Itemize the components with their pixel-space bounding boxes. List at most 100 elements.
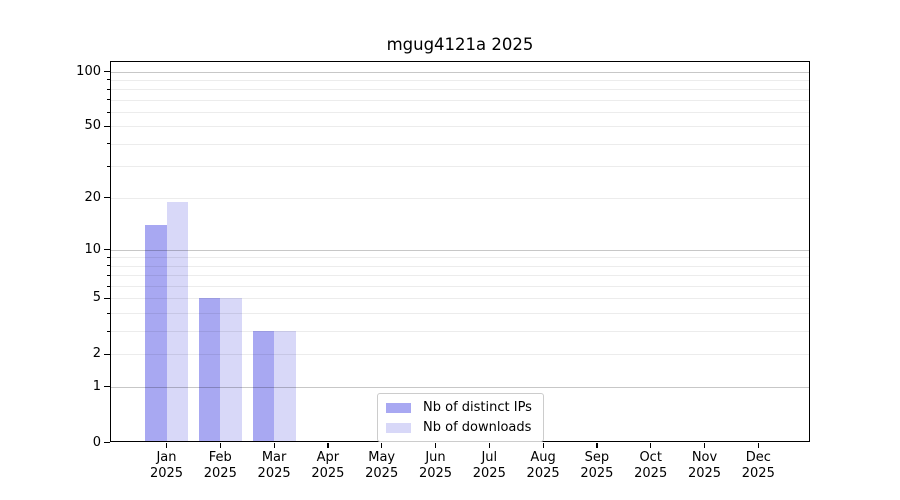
x-tick-month: Mar [261,450,287,465]
legend: Nb of distinct IPs Nb of downloads [377,393,544,442]
x-tick-year: 2025 [687,465,722,481]
y-minor-tick-mark-9 [106,256,110,258]
x-tick-year: 2025 [418,465,453,481]
y-minor-tick-mark-60 [106,111,110,113]
y-tick-mark-0 [104,442,110,444]
x-tick-month: Dec [745,450,771,465]
x-tick-mark-oct [650,442,652,448]
gridline-minor-80 [111,89,809,91]
gridline-minor-50 [111,126,809,128]
x-tick-month: Aug [530,450,556,465]
y-axis-tick-label-20: 20 [84,189,101,205]
gridline-minor-8 [111,265,809,267]
x-tick-mark-jul [488,442,490,448]
legend-label-distinct-ips: Nb of distinct IPs [423,400,532,415]
y-axis-tick-label-5: 5 [92,290,101,306]
x-axis-tick-label-oct: Oct 2025 [619,450,683,481]
x-tick-month: Apr [316,450,340,465]
x-tick-year: 2025 [472,465,506,481]
x-tick-mark-nov [704,442,706,448]
gridline-minor-30 [111,166,809,168]
gridline-minor-40 [111,143,809,145]
gridline-minor-20 [111,197,809,199]
gridline-minor-70 [111,99,809,101]
y-tick-mark-10 [104,249,110,251]
y-minor-tick-mark-6 [106,285,110,287]
y-tick-mark-100 [104,71,110,73]
x-axis-tick-label-dec: Dec 2025 [726,450,790,481]
x-tick-month: Oct [639,450,662,465]
y-axis-tick-label-2: 2 [92,346,101,362]
gridline-minor-4 [111,313,809,315]
y-axis-tick-label-1: 1 [92,378,101,394]
gridline-minor-2 [111,354,809,356]
x-tick-mark-mar [273,442,275,448]
gridline-major-100 [111,71,809,73]
y-tick-mark-2 [104,353,110,355]
gridline-major-10 [111,249,809,251]
y-axis-tick-label-50: 50 [84,118,101,134]
x-tick-mark-jun [435,442,437,448]
x-tick-year: 2025 [149,465,184,481]
x-tick-year: 2025 [365,465,399,481]
x-tick-year: 2025 [634,465,668,481]
gridline-minor-90 [111,79,809,81]
x-tick-year: 2025 [203,465,237,481]
bar-downloads-jan-2025 [166,201,188,442]
legend-item-distinct-ips: Nb of distinct IPs [386,399,534,416]
x-tick-year: 2025 [741,465,775,481]
x-tick-mark-feb [219,442,221,448]
x-axis-tick-label-may: May 2025 [350,450,414,481]
x-axis-tick-label-nov: Nov 2025 [673,450,737,481]
legend-swatch-distinct-ips [386,402,411,413]
x-tick-year: 2025 [311,465,345,481]
bar-distinct-ips-feb-2025 [198,298,221,442]
legend-swatch-downloads [386,422,411,433]
y-axis-tick-label-10: 10 [84,241,101,257]
x-tick-mark-jan [166,442,168,448]
y-minor-tick-mark-4 [106,312,110,314]
x-tick-month: Nov [691,450,718,465]
x-tick-year: 2025 [257,465,291,481]
x-axis-tick-label-jun: Jun 2025 [404,450,468,481]
y-tick-mark-20 [104,197,110,199]
y-minor-tick-mark-30 [106,165,110,167]
x-axis-tick-label-mar: Mar 2025 [242,450,306,481]
x-tick-month: Jan [156,450,177,465]
x-tick-mark-apr [327,442,329,448]
x-tick-month: Jul [481,450,498,465]
gridline-minor-60 [111,112,809,114]
x-tick-month: Feb [208,450,232,465]
x-axis-tick-label-sep: Sep 2025 [565,450,629,481]
x-tick-month: May [368,450,396,465]
x-axis-tick-label-jan: Jan 2025 [135,450,199,481]
x-tick-year: 2025 [580,465,614,481]
x-axis-tick-label-feb: Feb 2025 [188,450,252,481]
legend-label-downloads: Nb of downloads [423,420,532,435]
x-tick-month: Jun [425,450,446,465]
bar-distinct-ips-jan-2025 [145,224,167,442]
y-tick-mark-1 [104,386,110,388]
y-axis-tick-label-0: 0 [92,434,101,450]
bar-downloads-feb-2025 [220,298,242,442]
y-minor-tick-mark-40 [106,143,110,145]
x-tick-mark-sep [596,442,598,448]
gridline-minor-5 [111,298,809,300]
x-axis-tick-label-aug: Aug 2025 [511,450,575,481]
y-tick-mark-5 [104,297,110,300]
bar-distinct-ips-mar-2025 [252,331,275,442]
gridline-minor-9 [111,257,809,259]
bar-downloads-mar-2025 [274,331,296,442]
legend-item-downloads: Nb of downloads [386,419,534,436]
y-minor-tick-mark-90 [106,79,110,81]
chart-title: mgug4121a 2025 [386,35,534,54]
x-axis-tick-label-jul: Jul 2025 [457,450,521,481]
x-tick-mark-may [381,442,383,448]
y-minor-tick-mark-7 [106,274,110,276]
gridline-minor-3 [111,331,809,333]
y-minor-tick-mark-3 [106,330,110,332]
gridline-minor-6 [111,286,809,288]
y-tick-mark-50 [104,125,110,128]
x-tick-mark-aug [542,442,544,448]
